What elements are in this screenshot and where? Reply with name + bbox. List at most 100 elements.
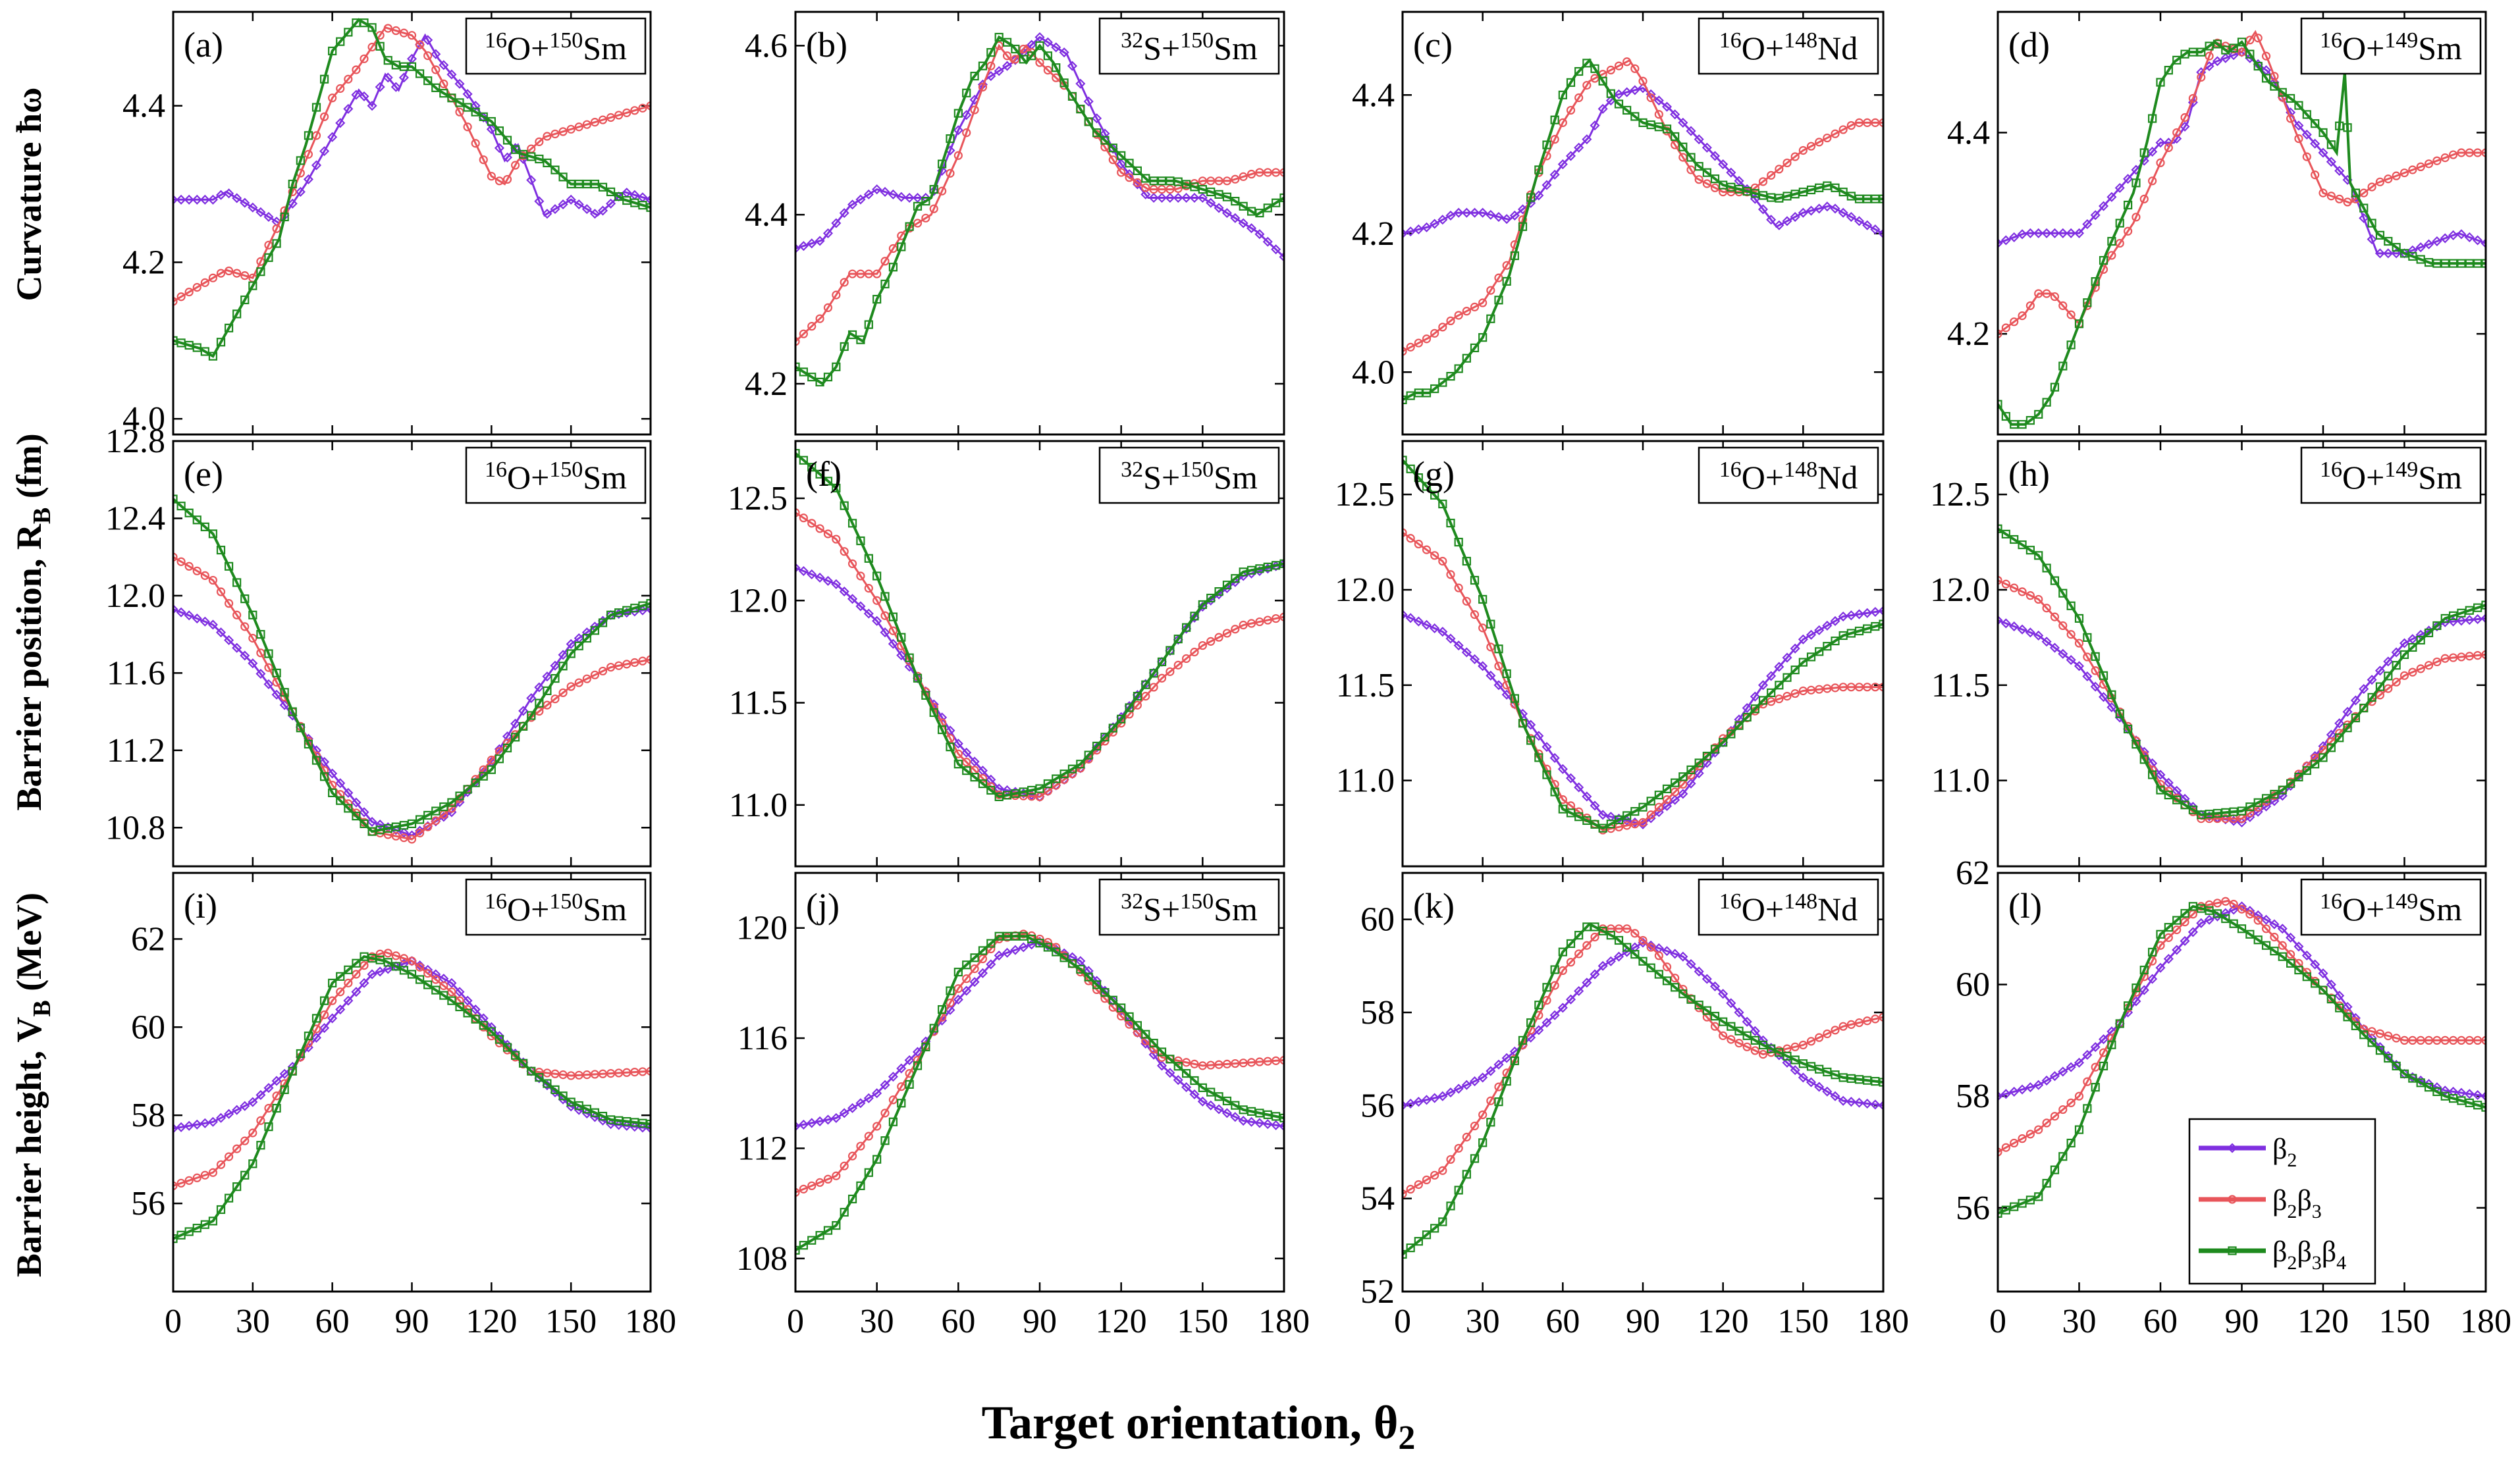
data-point-β2 <box>2106 192 2117 202</box>
series-line-β2 <box>1403 941 1883 1107</box>
data-point-β2 <box>863 189 874 199</box>
data-point-β2β3β4 <box>1100 136 1110 145</box>
data-point-β2β3 <box>2205 900 2214 909</box>
data-point-β2β3 <box>2091 1062 2100 1072</box>
series-line-β2β3 <box>795 932 1284 1193</box>
series-line-β2 <box>173 960 651 1130</box>
data-point-β2 <box>1574 985 1584 997</box>
data-point-β2 <box>994 66 1004 76</box>
data-point-β2β3β4 <box>2335 121 2344 130</box>
data-point-β2β3 <box>799 329 808 338</box>
data-point-β2β3 <box>1998 1147 2002 1157</box>
data-point-β2β3β4 <box>2188 902 2197 911</box>
data-point-β2β3β4 <box>1052 63 1061 72</box>
data-point-β2 <box>1140 189 1151 199</box>
data-point-β2 <box>2423 239 2434 249</box>
data-point-β2β3β4 <box>2408 642 2417 652</box>
data-point-β2β3 <box>590 118 600 127</box>
data-point-β2β3β4 <box>1550 115 1559 124</box>
data-point-β2 <box>1613 951 1624 962</box>
data-point-β2β3β4 <box>2261 941 2271 950</box>
data-point-β2β3 <box>1403 1190 1407 1199</box>
data-point-β2β3 <box>1478 623 1488 633</box>
legend-marker-β2β3β4 <box>2228 1246 2237 1255</box>
x-tick-label: 180 <box>1258 1303 1310 1340</box>
data-point-β2 <box>2049 1071 2060 1082</box>
data-point-β2 <box>2147 974 2158 984</box>
data-point-β2β3β4 <box>1998 400 2002 409</box>
data-point-β2β3β4 <box>558 1091 568 1101</box>
data-point-β2 <box>542 671 552 682</box>
data-point-β2β3β4 <box>2311 760 2320 769</box>
data-point-β2β3β4 <box>1686 995 1696 1004</box>
data-point-β2β3β4 <box>905 653 914 662</box>
data-point-β2 <box>1798 1072 1808 1083</box>
data-point-β2 <box>2009 621 2020 632</box>
data-point-β2β3 <box>2416 664 2425 673</box>
data-point-β2 <box>2090 210 2101 221</box>
data-point-β2β3β4 <box>439 89 448 98</box>
data-point-β2β3β4 <box>1255 564 1264 573</box>
data-point-β2β3 <box>614 661 624 670</box>
series-group <box>173 949 651 1243</box>
data-point-β2β3β4 <box>2156 929 2165 939</box>
data-point-β2β3 <box>399 833 409 843</box>
data-point-β2β3β4 <box>799 367 808 377</box>
data-point-β2β3 <box>1662 795 1672 804</box>
data-point-β2β3β4 <box>2156 78 2165 87</box>
data-point-β2 <box>986 959 996 970</box>
data-point-β2β3β4 <box>2449 259 2458 268</box>
data-point-β2 <box>2155 138 2166 148</box>
series-group <box>1403 456 1883 835</box>
data-point-β2β3β4 <box>2270 82 2279 91</box>
data-point-β2 <box>1262 236 1273 247</box>
data-point-β2β3β4 <box>344 965 353 974</box>
data-point-β2β3β4 <box>328 46 337 56</box>
data-point-β2 <box>192 1119 202 1130</box>
data-point-β2β3 <box>2131 213 2141 222</box>
data-point-β2 <box>431 969 441 980</box>
data-point-β2β3 <box>1686 165 1696 174</box>
data-point-β2β3 <box>383 830 392 839</box>
data-point-β2β3 <box>1742 1042 1752 1051</box>
data-point-β2β3 <box>479 155 488 165</box>
data-point-β2β3β4 <box>2172 795 2182 804</box>
data-point-β2 <box>1181 192 1192 203</box>
data-point-β2β3 <box>336 84 345 93</box>
data-point-β2β3β4 <box>232 578 242 587</box>
data-point-β2 <box>2318 968 2328 979</box>
data-point-β2β3 <box>2261 924 2271 933</box>
data-point-β2β3β4 <box>471 107 480 117</box>
data-point-β2β3β4 <box>1052 774 1061 783</box>
panel-label: (b) <box>806 25 847 65</box>
data-point-β2β3β4 <box>978 779 988 789</box>
data-point-β2β3β4 <box>502 1043 512 1052</box>
data-point-β2β3β4 <box>256 630 265 639</box>
data-point-β2β3β4 <box>1806 185 1816 195</box>
data-point-β2β3 <box>1783 158 1792 168</box>
data-point-β2β3β4 <box>1422 388 1432 398</box>
data-point-β2 <box>1565 773 1576 783</box>
data-point-β2β3β4 <box>1654 970 1663 979</box>
data-point-β2β3 <box>1998 329 2002 338</box>
data-point-β2 <box>2180 935 2190 947</box>
data-point-β2 <box>542 209 552 219</box>
data-point-β2β3β4 <box>1783 1051 1792 1061</box>
data-point-β2β3β4 <box>897 633 906 642</box>
data-point-β2β3β4 <box>2351 188 2360 197</box>
data-point-β2 <box>798 1119 809 1130</box>
data-point-β2β3β4 <box>1686 765 1696 775</box>
data-point-β2 <box>390 82 401 92</box>
data-point-β2 <box>359 807 369 818</box>
data-point-β2β3β4 <box>2139 755 2149 764</box>
data-point-β2β3 <box>1239 172 1248 181</box>
data-point-β2 <box>1661 800 1673 812</box>
data-point-β2β3 <box>173 552 178 562</box>
y-tick-label: 11.5 <box>729 685 788 722</box>
data-point-β2β3 <box>173 297 178 306</box>
data-point-β2β3 <box>2408 1035 2417 1045</box>
data-point-β2β3 <box>1558 118 1567 127</box>
data-point-β2β3β4 <box>646 599 651 608</box>
data-point-β2β3 <box>240 1136 250 1145</box>
